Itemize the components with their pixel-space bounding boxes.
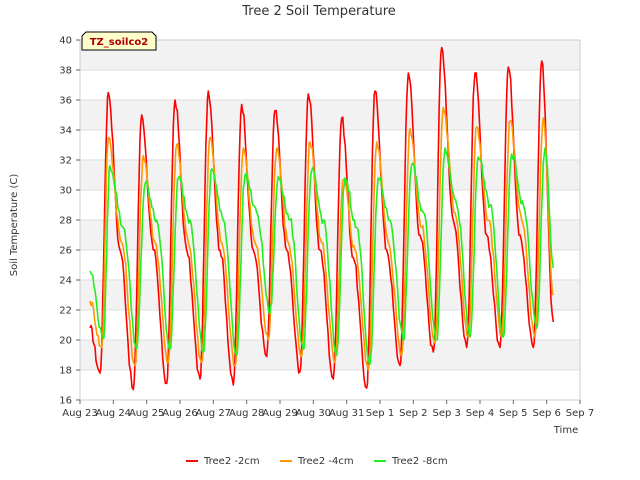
- tag-box: TZ_soilco2: [81, 31, 157, 51]
- band: [80, 100, 580, 130]
- y-tick-label: 38: [59, 66, 72, 77]
- legend: Tree2 -2cm Tree2 -4cm Tree2 -8cm: [186, 456, 448, 467]
- y-tick-label: 26: [59, 246, 72, 257]
- y-axis-label: Soil Temperature (C): [9, 174, 20, 277]
- x-tick-label: Aug 30: [296, 408, 331, 419]
- legend-label: Tree2 -2cm: [203, 456, 260, 467]
- x-tick-label: Sep 3: [432, 408, 460, 419]
- y-tick-label: 18: [59, 366, 72, 377]
- chart-title: Tree 2 Soil Temperature: [241, 4, 396, 19]
- band: [80, 220, 580, 250]
- y-axis-ticks: 16 18 20 22 24 26 28 30 32 34 36 38 40: [59, 36, 80, 407]
- background-bands: [80, 40, 580, 370]
- legend-label: Tree2 -8cm: [391, 456, 448, 467]
- series-line-1: [89, 46, 555, 391]
- y-tick-label: 22: [59, 306, 72, 317]
- x-tick-label: Sep 6: [532, 408, 560, 419]
- x-tick-label: Aug 29: [262, 408, 297, 419]
- x-tick-label: Aug 27: [196, 408, 231, 419]
- band: [80, 40, 580, 70]
- x-tick-label: Sep 2: [399, 408, 427, 419]
- x-tick-label: Sep 7: [566, 408, 594, 419]
- x-tick-label: Aug 23: [62, 408, 97, 419]
- x-tick-label: Aug 28: [229, 408, 264, 419]
- x-tick-label: Sep 4: [466, 408, 494, 419]
- y-tick-label: 24: [59, 276, 72, 287]
- y-tick-label: 28: [59, 216, 72, 227]
- y-tick-label: 30: [59, 186, 72, 197]
- x-tick-label: Aug 31: [329, 408, 364, 419]
- series-lines: [89, 46, 555, 391]
- y-tick-label: 34: [59, 126, 72, 137]
- y-tick-label: 16: [59, 396, 72, 407]
- y-tick-label: 40: [59, 36, 72, 47]
- tag-label: TZ_soilco2: [90, 37, 149, 48]
- x-tick-label: Aug 26: [162, 408, 197, 419]
- tag-box-shape: [81, 31, 157, 51]
- x-tick-label: Sep 5: [499, 408, 527, 419]
- y-tick-label: 32: [59, 156, 72, 167]
- x-axis-label: Time: [553, 425, 578, 436]
- legend-label: Tree2 -4cm: [297, 456, 354, 467]
- x-tick-label: Aug 24: [96, 408, 131, 419]
- series-line-2: [89, 106, 555, 371]
- x-tick-label: Sep 1: [366, 408, 394, 419]
- band: [80, 160, 580, 190]
- x-tick-label: Aug 25: [129, 408, 164, 419]
- y-tick-label: 20: [59, 336, 72, 347]
- series-line-3: [89, 147, 555, 365]
- y-tick-label: 36: [59, 96, 72, 107]
